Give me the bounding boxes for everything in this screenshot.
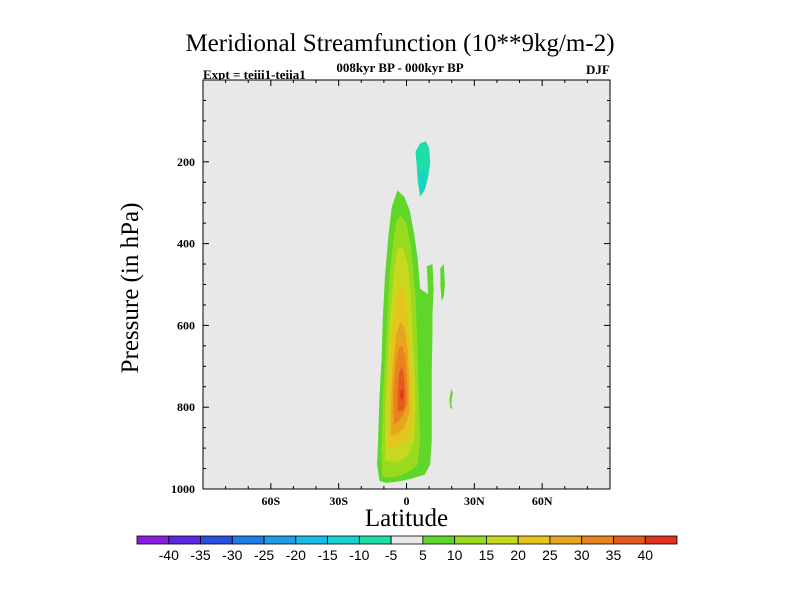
contour-region-12 <box>415 141 431 197</box>
contour-region-3 <box>449 388 453 410</box>
colorbar-label: 35 <box>606 547 622 563</box>
x-tick-label: 0 <box>404 494 410 508</box>
colorbar-label: 20 <box>510 547 526 563</box>
contour-region-10 <box>400 388 404 402</box>
x-tick-label: 60S <box>261 494 280 508</box>
colorbar-swatch <box>295 535 328 545</box>
colorbar-swatch <box>168 535 201 545</box>
season-label: DJF <box>586 62 610 77</box>
plot-area <box>203 80 610 489</box>
colorbar-label: -35 <box>190 547 210 563</box>
y-tick-label: 400 <box>177 237 195 251</box>
contour-region-1 <box>426 264 434 318</box>
contour-region-13 <box>420 167 426 193</box>
y-tick-label: 600 <box>177 318 195 332</box>
colorbar-label: 40 <box>637 547 653 563</box>
colorbar-swatch <box>390 535 424 545</box>
colorbar: -40 -35 -30 -25 -20 -15 -10 -5 5 10 15 20 25 30 35 40 <box>136 535 678 563</box>
colorbar-label: -15 <box>317 547 337 563</box>
colorbar-swatch <box>200 535 233 545</box>
axes: 60S 30S 0 30N 60N 200 400 600 800 1000 <box>171 79 611 508</box>
colorbar-swatch <box>517 535 551 545</box>
colorbar-swatch <box>486 535 519 545</box>
colorbar-swatch <box>644 535 678 545</box>
x-axis-label: Latitude <box>364 505 449 532</box>
colorbar-swatch <box>231 535 265 545</box>
contour-region-2 <box>440 264 445 301</box>
colorbar-label: 10 <box>447 547 463 563</box>
colorbar-label: 5 <box>419 547 427 563</box>
x-tick-label: 30S <box>329 494 348 508</box>
colorbar-swatch <box>422 535 456 545</box>
colorbar-swatch <box>454 535 487 545</box>
colorbar-swatch <box>136 535 170 545</box>
colorbar-swatch <box>358 535 392 545</box>
x-tick-label: 60N <box>532 494 553 508</box>
experiment-label: Expt = teiii1-teiia1 <box>203 67 306 82</box>
colorbar-label: -30 <box>222 547 242 563</box>
colorbar-label: 30 <box>574 547 590 563</box>
contour-region-9 <box>397 366 406 412</box>
colorbar-label: -20 <box>286 547 306 563</box>
colorbar-swatch <box>613 535 646 545</box>
colorbar-label: -40 <box>159 547 179 563</box>
chart-subtitle: 008kyr BP - 000kyr BP <box>336 60 464 75</box>
y-tick-label: 800 <box>177 400 195 414</box>
colorbar-swatch <box>549 535 583 545</box>
y-tick-label: 200 <box>177 155 195 169</box>
colorbar-label: -10 <box>349 547 369 563</box>
colorbar-label: -5 <box>385 547 398 563</box>
chart-title: Meridional Streamfunction (10**9kg/m-2) <box>185 30 615 57</box>
y-tick-label: 1000 <box>171 482 195 496</box>
colorbar-label: 25 <box>542 547 558 563</box>
colorbar-label: 15 <box>479 547 495 563</box>
colorbar-swatch <box>327 535 360 545</box>
x-tick-label: 30N <box>464 494 485 508</box>
colorbar-swatch <box>263 535 297 545</box>
colorbar-swatch <box>581 535 614 545</box>
colorbar-label: -25 <box>254 547 274 563</box>
